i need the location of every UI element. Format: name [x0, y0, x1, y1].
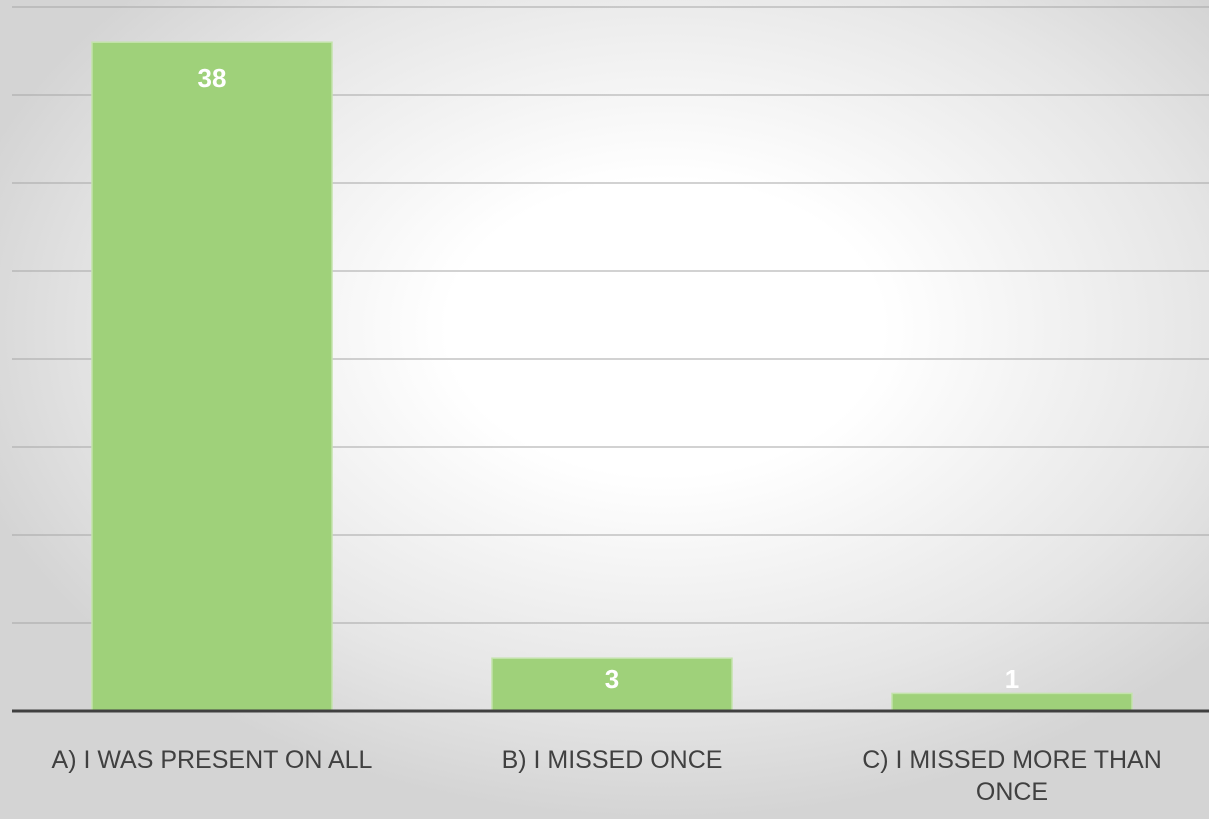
data-label: 1: [1005, 664, 1019, 694]
bar: [891, 692, 1133, 712]
bar: [491, 657, 733, 712]
x-tick-label: C) I MISSED MORE THAN ONCE: [862, 746, 1162, 806]
x-tick-label: B) I MISSED ONCE: [501, 746, 723, 774]
x-tick-label: A) I WAS PRESENT ON ALL: [51, 746, 373, 774]
data-label: 3: [605, 664, 619, 694]
bar: [91, 41, 333, 712]
data-label: 38: [198, 63, 227, 93]
